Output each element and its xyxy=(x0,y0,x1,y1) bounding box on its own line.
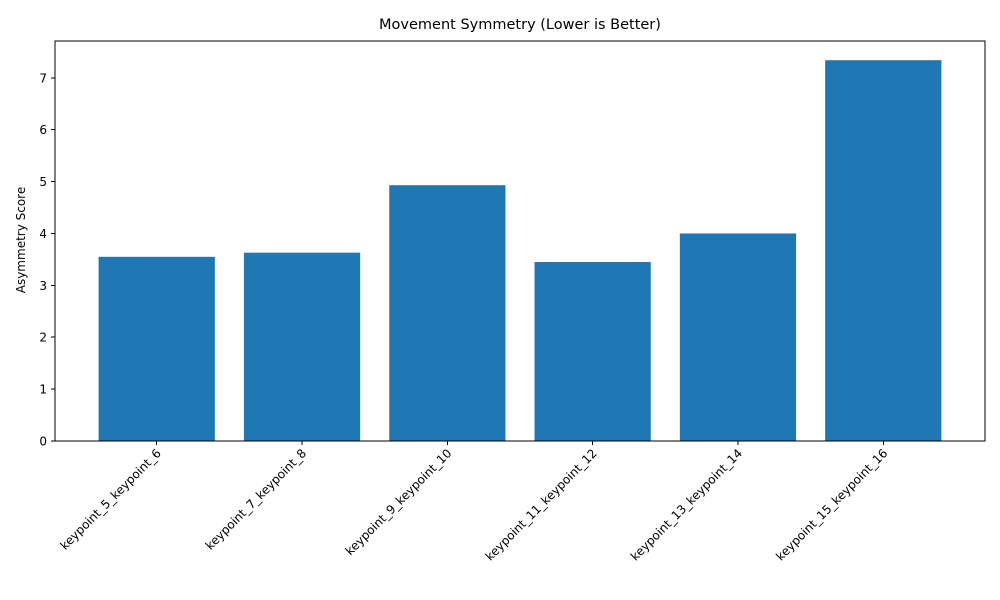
y-tick-label: 0 xyxy=(39,435,47,449)
y-tick-label: 4 xyxy=(39,227,47,241)
y-axis-label: Asymmetry Score xyxy=(14,187,28,294)
bar-keypoint_7_keypoint_8 xyxy=(243,252,361,441)
y-tick-label: 2 xyxy=(39,331,47,345)
bar-keypoint_11_keypoint_12 xyxy=(534,262,651,441)
plot-frame xyxy=(54,40,986,442)
y-tick-label: 3 xyxy=(39,279,47,293)
bars-layer xyxy=(98,60,942,441)
y-tick-label: 7 xyxy=(39,71,47,85)
bar-keypoint_15_keypoint_16 xyxy=(825,60,942,441)
bar-keypoint_13_keypoint_14 xyxy=(679,233,797,441)
y-tick-label: 6 xyxy=(39,123,47,137)
bar-keypoint_5_keypoint_6 xyxy=(98,256,215,441)
bar-keypoint_9_keypoint_10 xyxy=(389,185,506,441)
y-tick-label: 5 xyxy=(39,175,47,189)
y-tick-label: 1 xyxy=(39,383,47,397)
chart-title: Movement Symmetry (Lower is Better) xyxy=(379,17,661,33)
